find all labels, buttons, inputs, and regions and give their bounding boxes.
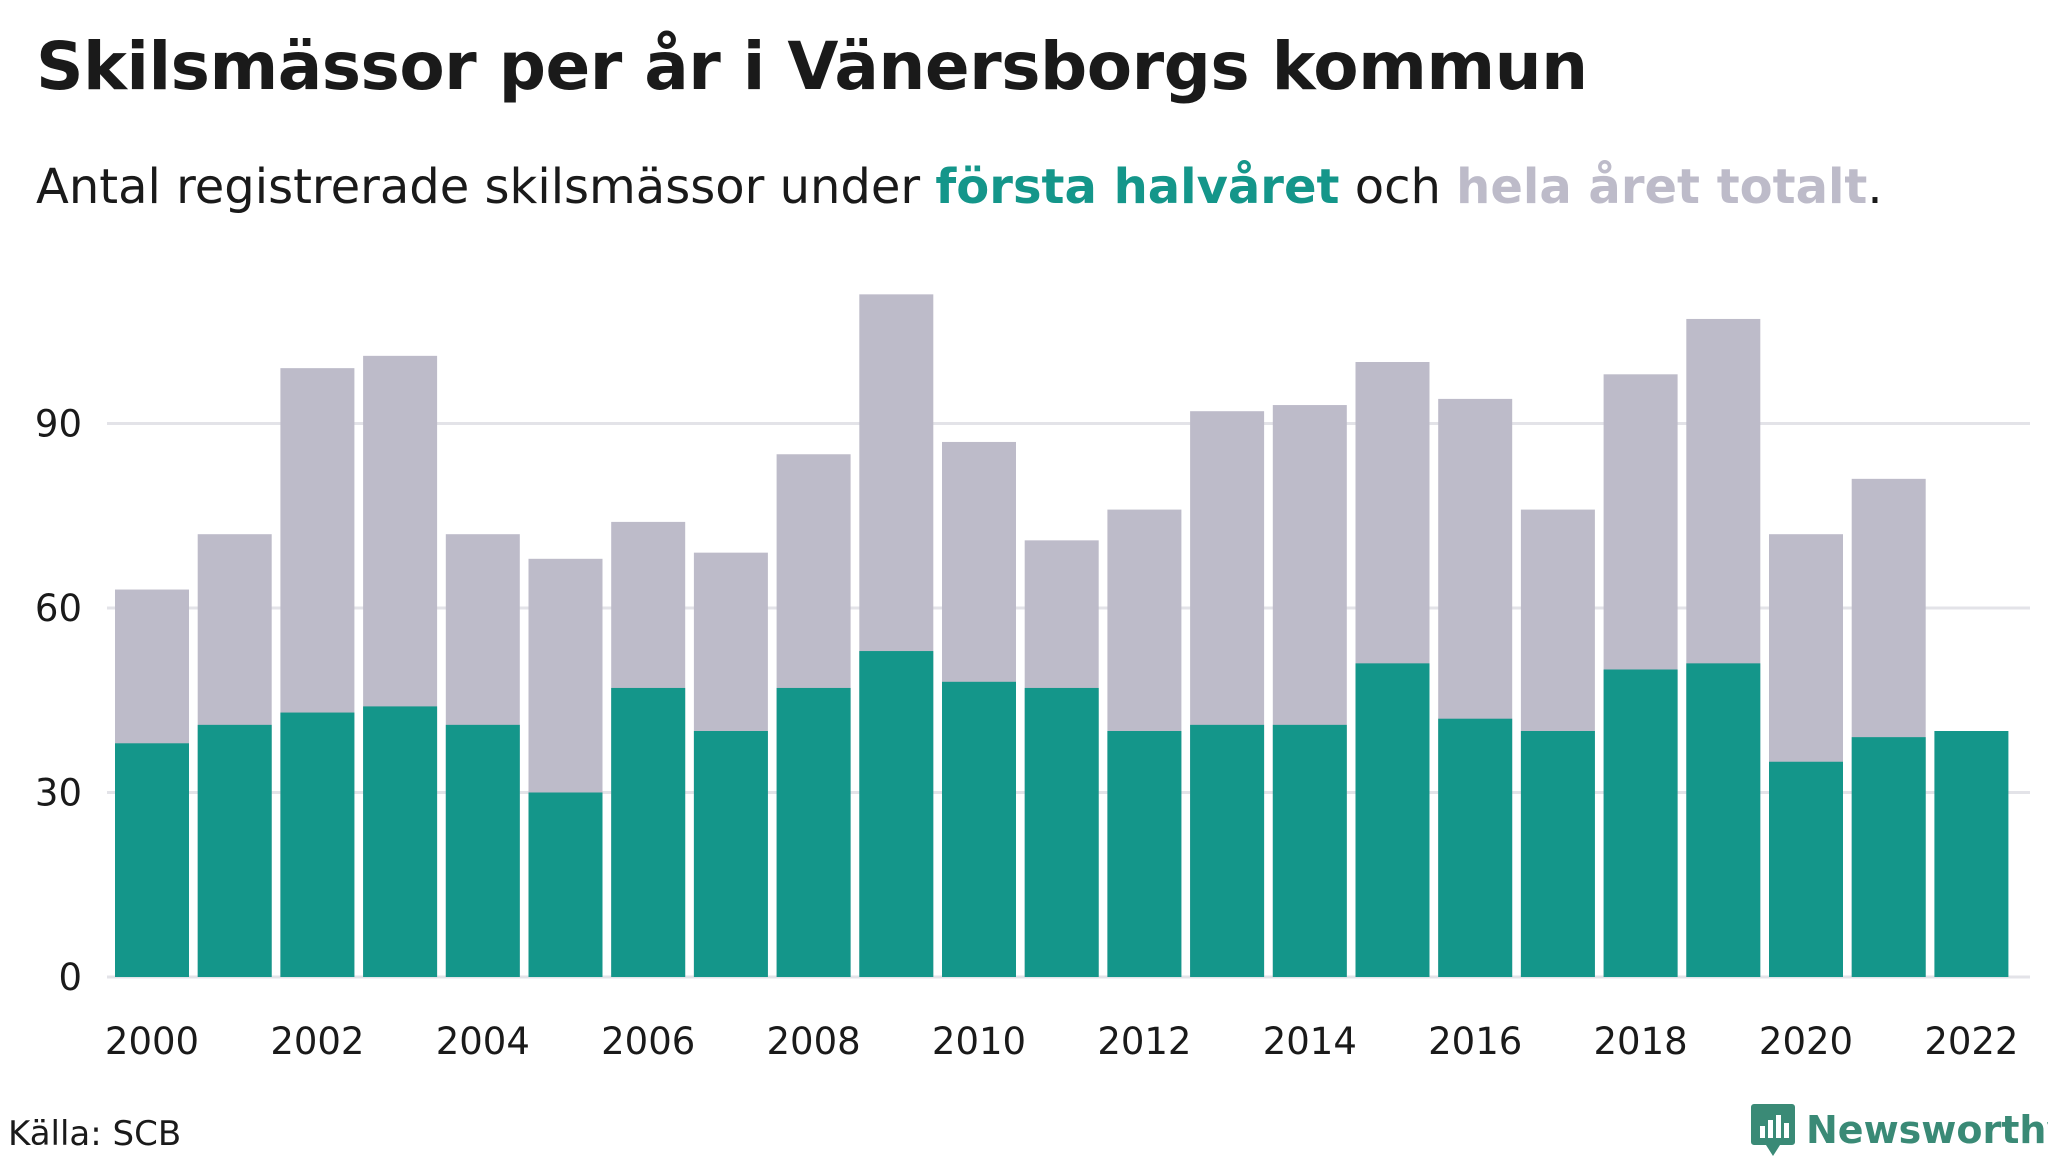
- bar-first-half-2002: [280, 712, 355, 977]
- bar-first-half-2010: [942, 681, 1016, 977]
- bar-first-half-2017: [1520, 731, 1595, 977]
- bar-first-half-2011: [1024, 687, 1099, 977]
- brand-logo: Newsworthy: [1750, 1100, 2048, 1160]
- x-tick-label-2004: 2004: [436, 1020, 530, 1063]
- y-tick-label-60: 60: [35, 587, 82, 630]
- bar-first-half-2003: [363, 706, 438, 977]
- x-tick-label-2014: 2014: [1263, 1020, 1357, 1063]
- bars-first-half: [115, 651, 2009, 977]
- y-tick-label-30: 30: [35, 772, 82, 815]
- subtitle-prefix: Antal registrerade skilsmässor under: [36, 159, 936, 215]
- x-tick-label-2022: 2022: [1924, 1020, 2018, 1063]
- bar-first-half-2013: [1190, 724, 1265, 977]
- x-tick-label-2008: 2008: [767, 1020, 861, 1063]
- y-tick-label-0: 0: [58, 956, 82, 999]
- source-note: Källa: SCB: [8, 1114, 182, 1154]
- subtitle-legend-full-year: hela året totalt: [1456, 159, 1868, 215]
- x-tick-label-2020: 2020: [1759, 1020, 1853, 1063]
- subtitle-middle: och: [1339, 159, 1457, 215]
- bar-first-half-2008: [776, 687, 851, 977]
- bar-first-half-2006: [611, 687, 686, 977]
- chart-title: Skilsmässor per år i Vänersborgs kommun: [36, 28, 1588, 105]
- newsworthy-logo-icon: [1751, 1104, 1795, 1156]
- bar-first-half-2020: [1769, 761, 1843, 977]
- bar-first-half-2014: [1272, 724, 1347, 977]
- subtitle-suffix: .: [1867, 159, 1883, 215]
- y-tick-label-90: 90: [35, 403, 82, 446]
- bar-first-half-2000: [115, 743, 189, 977]
- x-tick-label-2006: 2006: [601, 1020, 695, 1063]
- x-tick-label-2012: 2012: [1097, 1020, 1191, 1063]
- x-tick-label-2000: 2000: [105, 1020, 199, 1063]
- bar-first-half-2001: [197, 724, 272, 977]
- x-tick-label-2002: 2002: [270, 1020, 364, 1063]
- y-axis: 0 30 60 90: [35, 403, 82, 1000]
- bar-chart: 0 30 60 90 2000 2002 2004 2006 2008 2010 2012 2014…: [35, 294, 2030, 1063]
- bar-first-half-2012: [1107, 731, 1182, 977]
- brand-name: Newsworthy: [1806, 1108, 2048, 1152]
- bar-first-half-2004: [445, 724, 520, 977]
- bar-first-half-2005: [528, 792, 603, 977]
- bar-first-half-2009: [859, 651, 934, 977]
- bar-first-half-2021: [1851, 737, 1926, 977]
- bar-first-half-2007: [693, 731, 768, 977]
- bar-first-half-2019: [1686, 663, 1761, 977]
- bar-first-half-2016: [1438, 718, 1513, 977]
- x-tick-label-2010: 2010: [932, 1020, 1026, 1063]
- chart-subtitle: Antal registrerade skilsmässor under för…: [36, 152, 1883, 222]
- x-tick-label-2016: 2016: [1428, 1020, 1522, 1063]
- bar-first-half-2015: [1355, 663, 1430, 977]
- bar-first-half-2018: [1603, 669, 1678, 977]
- x-axis: 2000 2002 2004 2006 2008 2010 2012 2014 2016 2018…: [105, 1020, 2019, 1063]
- subtitle-legend-first-half: första halvåret: [935, 159, 1340, 215]
- x-tick-label-2018: 2018: [1594, 1020, 1688, 1063]
- bar-first-half-2022: [1934, 731, 2009, 977]
